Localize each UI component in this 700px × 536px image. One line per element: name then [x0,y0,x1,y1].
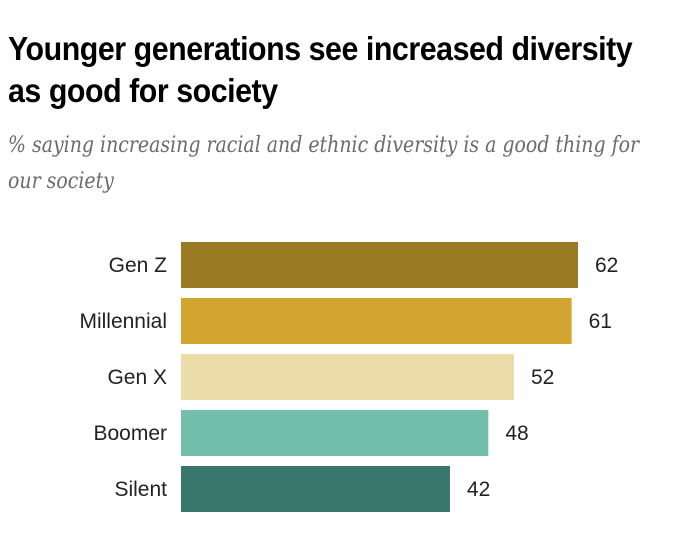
chart-subtitle: % saying increasing racial and ethnic di… [8,133,640,194]
bar-boomer [181,410,489,456]
value-label-boomer: 48 [505,422,528,445]
value-label-silent: 42 [467,478,490,501]
category-label-gen-z: Gen Z [109,254,168,277]
category-label-gen-x: Gen X [107,366,167,389]
value-label-millennial: 61 [589,310,612,333]
chart-title: Younger generations see increased divers… [8,30,633,109]
category-label-silent: Silent [114,478,167,501]
bar-gen-z [181,242,578,288]
bar-millennial [181,298,572,344]
category-label-millennial: Millennial [79,310,167,333]
value-label-gen-x: 52 [531,366,554,389]
bar-gen-x [181,354,514,400]
value-label-gen-z: 62 [595,254,618,277]
category-label-boomer: Boomer [93,422,167,445]
bar-silent [181,466,450,512]
